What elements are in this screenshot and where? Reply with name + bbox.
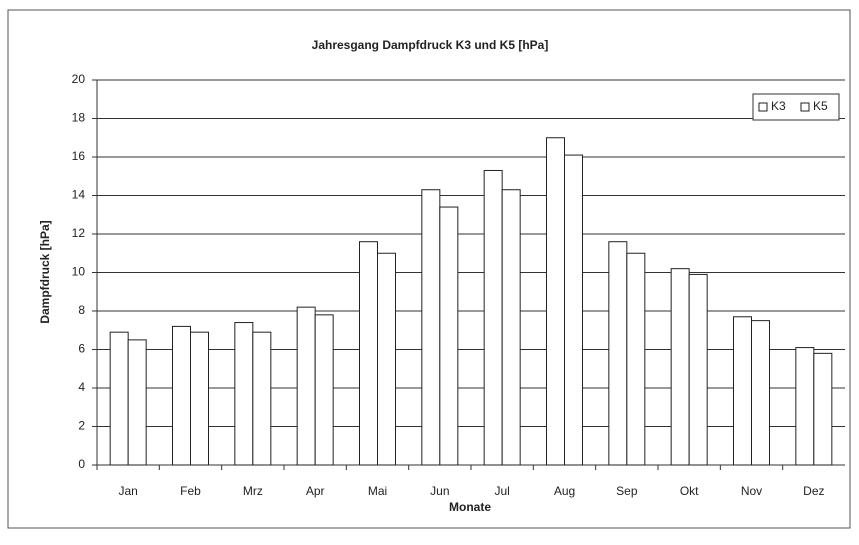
bar — [564, 154, 583, 466]
bar — [608, 241, 628, 466]
bar — [314, 314, 334, 466]
bar — [501, 189, 521, 466]
y-tick-label: 0 — [78, 457, 85, 471]
x-tick-label: Okt — [680, 484, 699, 498]
x-tick-label: Aug — [554, 484, 575, 498]
bar — [670, 268, 690, 466]
x-tick-label: Dez — [803, 484, 824, 498]
x-tick-label: Jun — [430, 484, 449, 498]
y-tick-label: 2 — [78, 419, 85, 433]
bar — [109, 331, 129, 466]
bar — [172, 325, 191, 466]
bar — [483, 169, 503, 466]
bar — [377, 252, 396, 466]
bar — [751, 320, 770, 466]
y-tick-label: 16 — [72, 149, 86, 163]
y-tick-label: 20 — [72, 72, 86, 86]
bar — [688, 273, 708, 466]
legend-swatch — [800, 102, 810, 112]
bar — [296, 306, 316, 466]
bar — [546, 137, 565, 466]
x-tick-label: Nov — [741, 484, 762, 498]
bar — [359, 241, 378, 466]
bar — [795, 347, 815, 466]
x-tick-label: Feb — [180, 484, 201, 498]
y-tick-label: 14 — [72, 188, 86, 202]
x-tick-label: Sep — [616, 484, 638, 498]
legend-swatch — [758, 102, 768, 112]
x-tick-label: Apr — [306, 484, 325, 498]
legend-label: K5 — [813, 99, 828, 113]
bar — [733, 316, 752, 466]
x-tick-label: Mrz — [243, 484, 263, 498]
bar — [234, 322, 254, 466]
bar — [421, 189, 441, 466]
x-tick-label: Jan — [118, 484, 137, 498]
bar — [252, 331, 272, 466]
y-tick-label: 18 — [72, 111, 86, 125]
y-tick-label: 4 — [78, 380, 85, 394]
y-axis-label: Dampfdruck [hPa] — [38, 220, 52, 323]
legend-label: K3 — [771, 99, 786, 113]
bar — [813, 352, 833, 466]
bar — [190, 331, 209, 466]
bar — [439, 206, 459, 466]
x-tick-label: Mai — [368, 484, 387, 498]
bar — [127, 339, 147, 466]
chart-title: Jahresgang Dampfdruck K3 und K5 [hPa] — [312, 38, 549, 52]
bar — [626, 252, 646, 466]
y-tick-label: 12 — [72, 226, 86, 240]
y-tick-label: 6 — [78, 342, 85, 356]
x-axis-label: Monate — [449, 500, 491, 514]
y-tick-label: 10 — [72, 265, 86, 279]
y-tick-label: 8 — [78, 303, 85, 317]
x-tick-label: Jul — [494, 484, 509, 498]
